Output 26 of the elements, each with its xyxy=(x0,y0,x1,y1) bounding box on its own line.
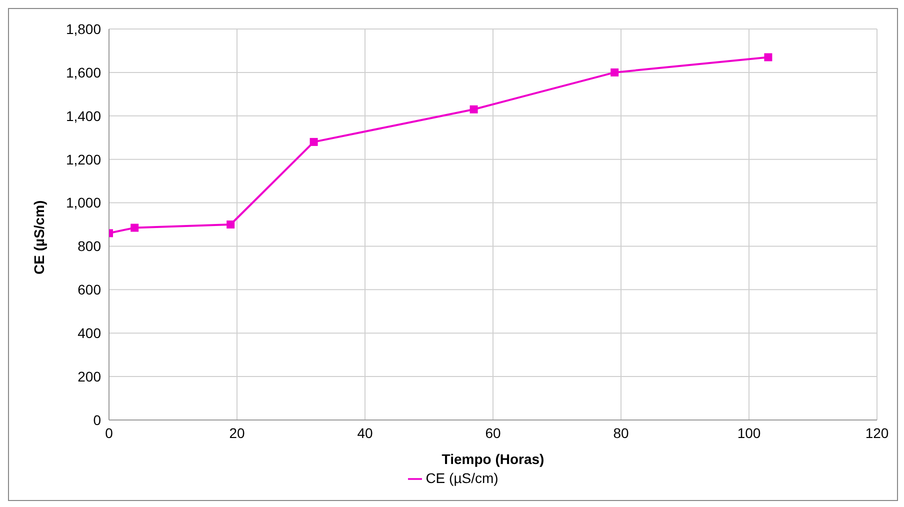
x-tick-label: 120 xyxy=(865,424,889,441)
y-tick-label: 1,200 xyxy=(66,151,102,168)
x-tick-label: 40 xyxy=(357,424,373,441)
legend-label: CE (µS/cm) xyxy=(426,470,498,486)
x-tick-label: 20 xyxy=(229,424,245,441)
y-tick-label: 800 xyxy=(78,238,102,254)
point xyxy=(610,68,619,76)
point xyxy=(310,138,318,146)
x-axis-title: Tiempo (Horas) xyxy=(442,451,544,467)
y-tick-label: 200 xyxy=(78,368,102,385)
point xyxy=(470,105,478,114)
y-tick-label: 1,000 xyxy=(66,194,102,211)
y-tick-label: 600 xyxy=(78,282,102,298)
x-tick-label: 60 xyxy=(485,424,501,441)
y-tick-label: 1,400 xyxy=(66,108,102,124)
x-tick-label: 0 xyxy=(105,424,114,441)
x-tick-label: 100 xyxy=(737,424,761,441)
y-tick-label: 1,800 xyxy=(66,20,102,37)
y-tick-label: 1,600 xyxy=(66,64,102,80)
y-tick-label: 400 xyxy=(78,325,102,342)
point xyxy=(130,224,139,232)
y-axis-title: CE (µS/cm) xyxy=(30,200,47,274)
point xyxy=(226,220,235,228)
x-tick-label: 80 xyxy=(613,424,629,441)
y-tick-label: 0 xyxy=(93,412,102,428)
point xyxy=(764,53,772,62)
